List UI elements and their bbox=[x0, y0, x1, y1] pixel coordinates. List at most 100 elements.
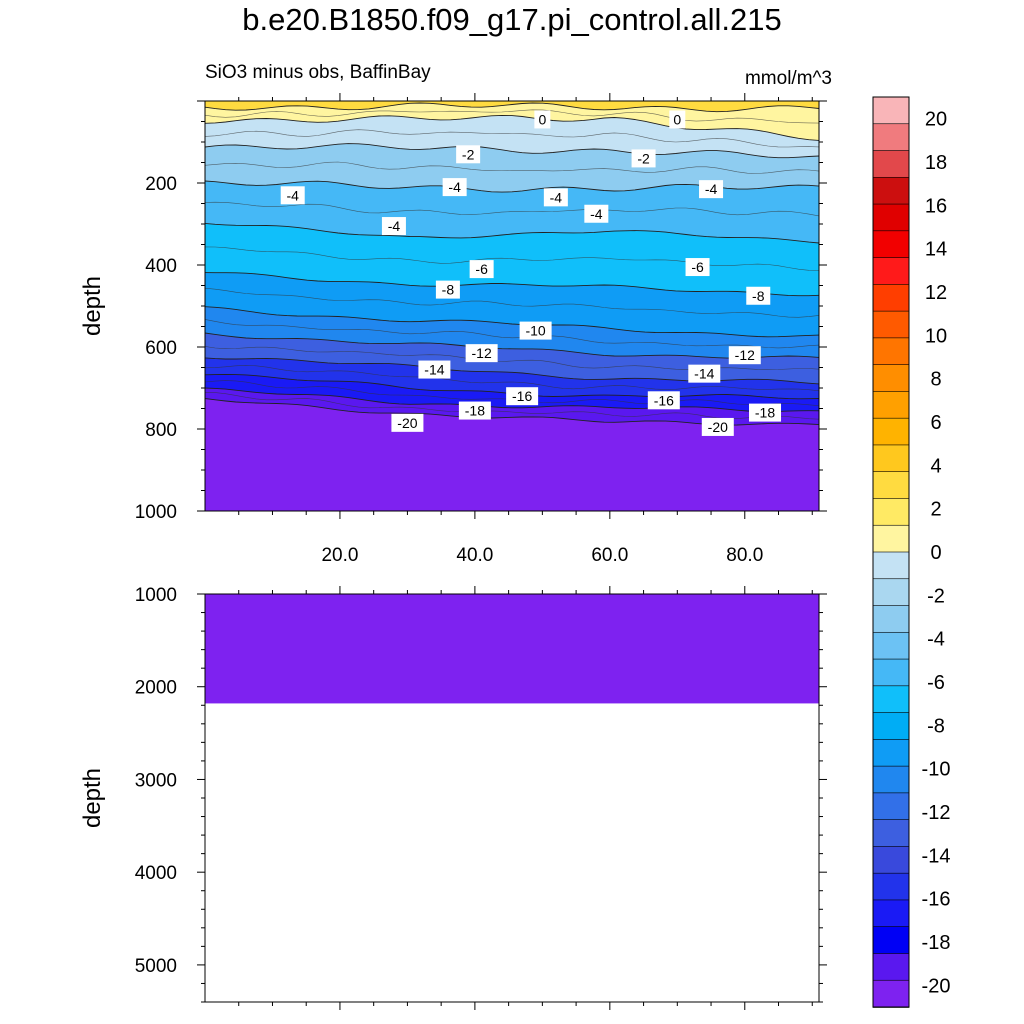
contour-line-minor bbox=[205, 129, 819, 148]
colorbar-swatch bbox=[872, 96, 910, 125]
svg-text:-12: -12 bbox=[472, 345, 492, 361]
contour-line bbox=[205, 222, 819, 244]
colorbar-label: -6 bbox=[927, 672, 945, 694]
colorbar: 20181614121086420-2-4-6-8-10-12-14-16-18… bbox=[872, 96, 951, 1008]
x-tick-label: 80.0 bbox=[726, 545, 763, 566]
svg-text:-20: -20 bbox=[397, 415, 417, 431]
colorbar-swatch bbox=[872, 605, 910, 634]
contour-line-minor bbox=[205, 287, 819, 318]
contour-band bbox=[205, 306, 819, 359]
colorbar-swatch bbox=[872, 176, 910, 205]
svg-text:-16: -16 bbox=[512, 388, 532, 404]
svg-text:0: 0 bbox=[538, 111, 546, 127]
colorbar-swatch bbox=[872, 872, 910, 901]
y-tick-label-upper: 200 bbox=[145, 174, 177, 195]
contour-band bbox=[205, 223, 819, 296]
contour-label: -2 bbox=[456, 145, 481, 164]
svg-text:-8: -8 bbox=[442, 282, 455, 298]
svg-text:-8: -8 bbox=[752, 288, 765, 304]
colorbar-swatch bbox=[872, 337, 910, 366]
contour-line bbox=[205, 102, 819, 113]
contour-line-minor bbox=[205, 161, 819, 174]
colorbar-label: -8 bbox=[927, 715, 945, 737]
colorbar-label: 2 bbox=[930, 499, 941, 521]
contour-label: -6 bbox=[469, 260, 494, 279]
contour-line bbox=[205, 114, 819, 141]
colorbar-swatch bbox=[872, 150, 910, 179]
colorbar-swatch bbox=[872, 658, 910, 687]
colorbar-swatch bbox=[872, 284, 910, 312]
colorbar-label: -4 bbox=[927, 629, 945, 651]
contour-label: -20 bbox=[701, 417, 734, 436]
colorbar-swatch bbox=[872, 953, 910, 982]
contour-line-minor bbox=[205, 319, 819, 349]
colorbar-swatch bbox=[872, 444, 910, 473]
colorbar-swatch bbox=[872, 685, 910, 714]
svg-text:0: 0 bbox=[673, 111, 681, 127]
contour-label: -4 bbox=[442, 178, 467, 197]
colorbar-swatch bbox=[872, 739, 910, 767]
contour-label: 0 bbox=[669, 110, 686, 129]
colorbar-swatch bbox=[872, 631, 910, 660]
y-tick-label-upper: 600 bbox=[145, 338, 177, 359]
colorbar-swatch bbox=[872, 123, 910, 152]
contour-label: -20 bbox=[391, 413, 424, 432]
contour-line bbox=[205, 332, 819, 359]
colorbar-swatch bbox=[872, 471, 910, 500]
contour-label: -4 bbox=[584, 204, 609, 223]
x-tick-label: 60.0 bbox=[591, 545, 628, 566]
contour-label: -8 bbox=[435, 280, 460, 299]
upper-panel-fills bbox=[205, 101, 819, 511]
y-axis-title-upper: depth bbox=[79, 276, 106, 336]
svg-text:-4: -4 bbox=[550, 189, 563, 205]
y-tick-label-lower: 3000 bbox=[135, 770, 177, 791]
colorbar-swatch bbox=[872, 524, 910, 553]
svg-text:-4: -4 bbox=[590, 206, 603, 222]
colorbar-swatch bbox=[872, 310, 910, 339]
contour-band bbox=[205, 101, 819, 112]
contour-label: -14 bbox=[418, 360, 451, 379]
contour-line-minor bbox=[205, 109, 819, 124]
svg-text:-4: -4 bbox=[388, 218, 401, 234]
contour-label: -16 bbox=[506, 387, 539, 406]
colorbar-label: 12 bbox=[925, 282, 947, 304]
colorbar-swatch bbox=[872, 926, 910, 955]
svg-text:-4: -4 bbox=[286, 187, 299, 203]
colorbar-label: 20 bbox=[925, 109, 947, 131]
colorbar-swatch bbox=[872, 498, 910, 527]
contour-band bbox=[205, 333, 819, 384]
contour-line-minor bbox=[205, 365, 819, 392]
svg-text:-14: -14 bbox=[424, 362, 444, 378]
contour-label: -12 bbox=[728, 346, 761, 365]
colorbar-label: 6 bbox=[930, 412, 941, 434]
y-tick-label-lower: 1000 bbox=[135, 585, 177, 606]
chart-subtitle: SiO3 minus obs, BaffinBay bbox=[205, 62, 431, 83]
contour-band bbox=[205, 357, 819, 399]
colorbar-swatch bbox=[872, 417, 910, 446]
contour-label: -2 bbox=[631, 149, 656, 168]
svg-text:-16: -16 bbox=[654, 392, 674, 408]
svg-text:-18: -18 bbox=[755, 405, 775, 421]
y-tick-label-lower: 2000 bbox=[135, 678, 177, 699]
contour-label: 0 bbox=[534, 110, 551, 129]
colorbar-label: -14 bbox=[922, 845, 951, 867]
colorbar-swatch bbox=[872, 203, 910, 232]
svg-text:-2: -2 bbox=[637, 150, 650, 166]
colorbar-label: 10 bbox=[925, 325, 947, 347]
colorbar-swatch bbox=[872, 230, 910, 259]
colorbar-label: 14 bbox=[925, 239, 947, 261]
contour-band bbox=[205, 272, 819, 337]
svg-text:-18: -18 bbox=[465, 403, 485, 419]
y-axis-title-lower: depth bbox=[79, 768, 106, 828]
svg-text:-12: -12 bbox=[735, 347, 755, 363]
contour-label: -4 bbox=[543, 188, 568, 207]
contour-line bbox=[205, 143, 819, 159]
colorbar-swatch bbox=[872, 257, 910, 286]
svg-text:-20: -20 bbox=[708, 419, 728, 435]
colorbar-swatch bbox=[872, 364, 910, 393]
colorbar-label: 0 bbox=[930, 542, 941, 564]
svg-text:-4: -4 bbox=[705, 181, 718, 197]
svg-text:-14: -14 bbox=[694, 366, 714, 382]
y-tick-label-lower: 4000 bbox=[135, 863, 177, 884]
svg-text:-6: -6 bbox=[691, 259, 704, 275]
